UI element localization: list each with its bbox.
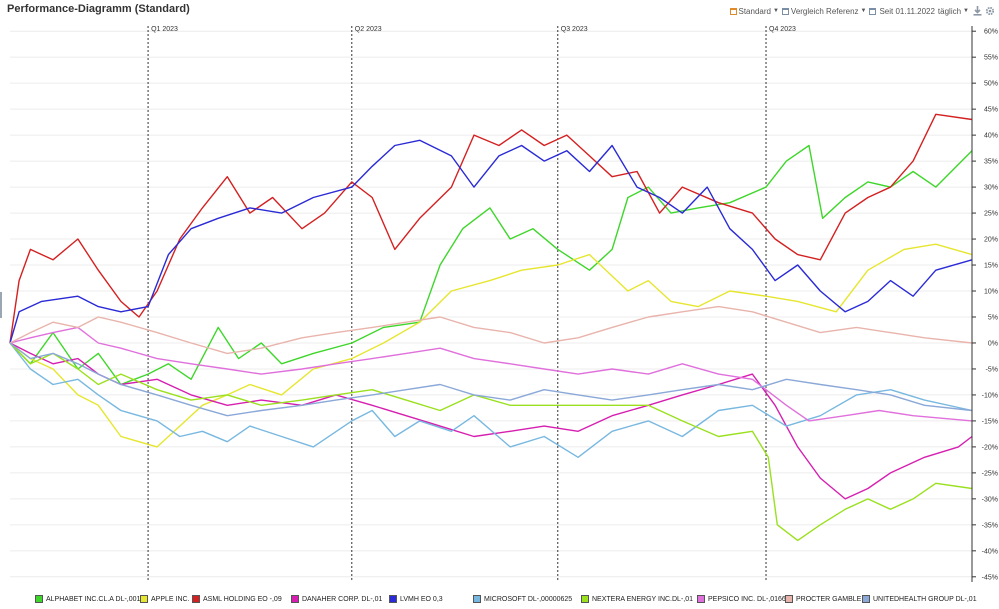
legend-swatch — [140, 595, 148, 603]
grid-lines — [10, 30, 972, 578]
download-icon[interactable] — [972, 6, 982, 16]
series-line[interactable] — [9, 144, 973, 386]
y-tick-label: 35% — [984, 159, 998, 166]
calendar-icon — [869, 7, 877, 15]
legend-swatch — [862, 595, 870, 603]
chart-canvas: Q1 2023 Q2 2023 Q3 2023 Q4 2023 -45% -40% -35… — [9, 26, 998, 582]
y-tick-label: -30% — [982, 496, 998, 503]
gear-icon[interactable] — [985, 6, 995, 16]
legend-item[interactable]: PROCTER GAMBLE — [785, 592, 861, 606]
legend-swatch — [473, 595, 481, 603]
chart-header: Performance-Diagramm (Standard) Standard… — [0, 0, 999, 20]
toolbar: Standard ▼ Vergleich Referenz ▼ Seit 01.… — [729, 4, 996, 18]
y-tick-label: 15% — [984, 263, 998, 270]
y-tick-label: -25% — [982, 470, 998, 477]
period-label: Seit 01.11.2022 — [879, 6, 935, 16]
series-lines — [9, 113, 973, 542]
interval-selector[interactable]: täglich ▼ — [938, 7, 969, 16]
y-tick-label: 50% — [984, 81, 998, 88]
performance-chart[interactable]: Q1 2023 Q2 2023 Q3 2023 Q4 2023 -45% -40% -35… — [0, 20, 999, 588]
legend-label: APPLE INC. — [151, 595, 190, 603]
series-line[interactable] — [9, 305, 973, 355]
legend-item[interactable]: DANAHER CORP. DL-,01 — [291, 592, 382, 606]
legend-item[interactable]: LVMH EO 0,3 — [389, 592, 443, 606]
y-tick-label: 45% — [984, 107, 998, 114]
y-tick-label: -5% — [986, 366, 998, 373]
y-tick-label: -40% — [982, 548, 998, 555]
y-tick-label: 10% — [984, 289, 998, 296]
legend-item[interactable]: APPLE INC. — [140, 592, 190, 606]
legend-item[interactable]: PEPSICO INC. DL-,0166 — [697, 592, 786, 606]
legend-label: NEXTERA ENERGY INC.DL-,01 — [592, 595, 694, 603]
legend-label: MICROSOFT DL-,00000625 — [484, 595, 573, 603]
series-line[interactable] — [9, 113, 973, 344]
series-line[interactable] — [9, 342, 973, 458]
y-tick-label: 20% — [984, 237, 998, 244]
quarter-label: Q4 2023 — [769, 26, 796, 33]
chevron-down-icon: ▼ — [860, 8, 867, 14]
legend-item[interactable]: NEXTERA ENERGY INC.DL-,01 — [581, 592, 693, 606]
interval-selector-label: täglich — [937, 6, 962, 16]
quarter-label: Q3 2023 — [561, 26, 588, 33]
series-line[interactable] — [9, 243, 973, 448]
compare-selector-label: Vergleich Referenz — [790, 6, 859, 16]
series-line[interactable] — [9, 342, 973, 542]
y-tick-label: -15% — [982, 418, 998, 425]
y-tick-label: 5% — [988, 314, 998, 321]
calendar-icon — [729, 7, 737, 15]
legend-item[interactable]: UNITEDHEALTH GROUP DL-,01 — [862, 592, 977, 606]
quarter-label: Q1 2023 — [151, 26, 178, 33]
legend-swatch — [389, 595, 397, 603]
legend-swatch — [697, 595, 705, 603]
legend-swatch — [35, 595, 43, 603]
y-tick-label: 40% — [984, 133, 998, 140]
y-tick-label: -20% — [982, 444, 998, 451]
y-tick-label: -45% — [982, 574, 998, 581]
legend-label: ALPHABET INC.CL.A DL-,001 — [46, 595, 141, 603]
legend-label: UNITEDHEALTH GROUP DL-,01 — [873, 595, 977, 603]
series-line[interactable] — [9, 342, 973, 500]
legend-swatch — [192, 595, 200, 603]
legend-label: PROCTER GAMBLE — [796, 595, 862, 603]
legend-swatch — [581, 595, 589, 603]
legend-swatch — [785, 595, 793, 603]
chevron-down-icon: ▼ — [772, 8, 779, 14]
legend-item[interactable]: MICROSOFT DL-,00000625 — [473, 592, 572, 606]
y-tick-label: -10% — [982, 392, 998, 399]
y-tick-label: 25% — [984, 211, 998, 218]
legend-swatch — [291, 595, 299, 603]
view-selector-label: Standard — [738, 6, 771, 16]
y-tick-label: 55% — [984, 55, 998, 62]
legend-label: DANAHER CORP. DL-,01 — [302, 595, 383, 603]
legend-label: ASML HOLDING EO -,09 — [203, 595, 282, 603]
legend-item[interactable]: ASML HOLDING EO -,09 — [192, 592, 282, 606]
chart-legend: ALPHABET INC.CL.A DL-,001 APPLE INC. ASML … — [0, 592, 999, 606]
pane-resize-handle[interactable] — [0, 292, 2, 318]
y-tick-label: -35% — [982, 522, 998, 529]
legend-label: PEPSICO INC. DL-,0166 — [708, 595, 786, 603]
series-line[interactable] — [9, 326, 973, 422]
y-tick-label: 30% — [984, 185, 998, 192]
compare-selector[interactable]: Vergleich Referenz ▼ — [781, 6, 867, 16]
view-selector[interactable]: Standard ▼ — [729, 6, 779, 16]
series-line[interactable] — [9, 342, 973, 417]
date-picker-button[interactable] — [869, 7, 877, 15]
legend-label: LVMH EO 0,3 — [400, 595, 443, 603]
y-tick-label: 60% — [984, 29, 998, 36]
y-tick-label: 0% — [988, 340, 998, 347]
chevron-down-icon: ▼ — [963, 8, 969, 14]
quarter-label: Q2 2023 — [355, 26, 382, 33]
y-axis: -45% -40% -35% -30% -25% -20% -15% -10% -5% 0% 5% 1… — [971, 26, 998, 582]
legend-item[interactable]: ALPHABET INC.CL.A DL-,001 — [35, 592, 140, 606]
series-line[interactable] — [9, 139, 973, 344]
calendar-icon — [781, 7, 789, 15]
chart-title: Performance-Diagramm (Standard) — [7, 3, 190, 15]
